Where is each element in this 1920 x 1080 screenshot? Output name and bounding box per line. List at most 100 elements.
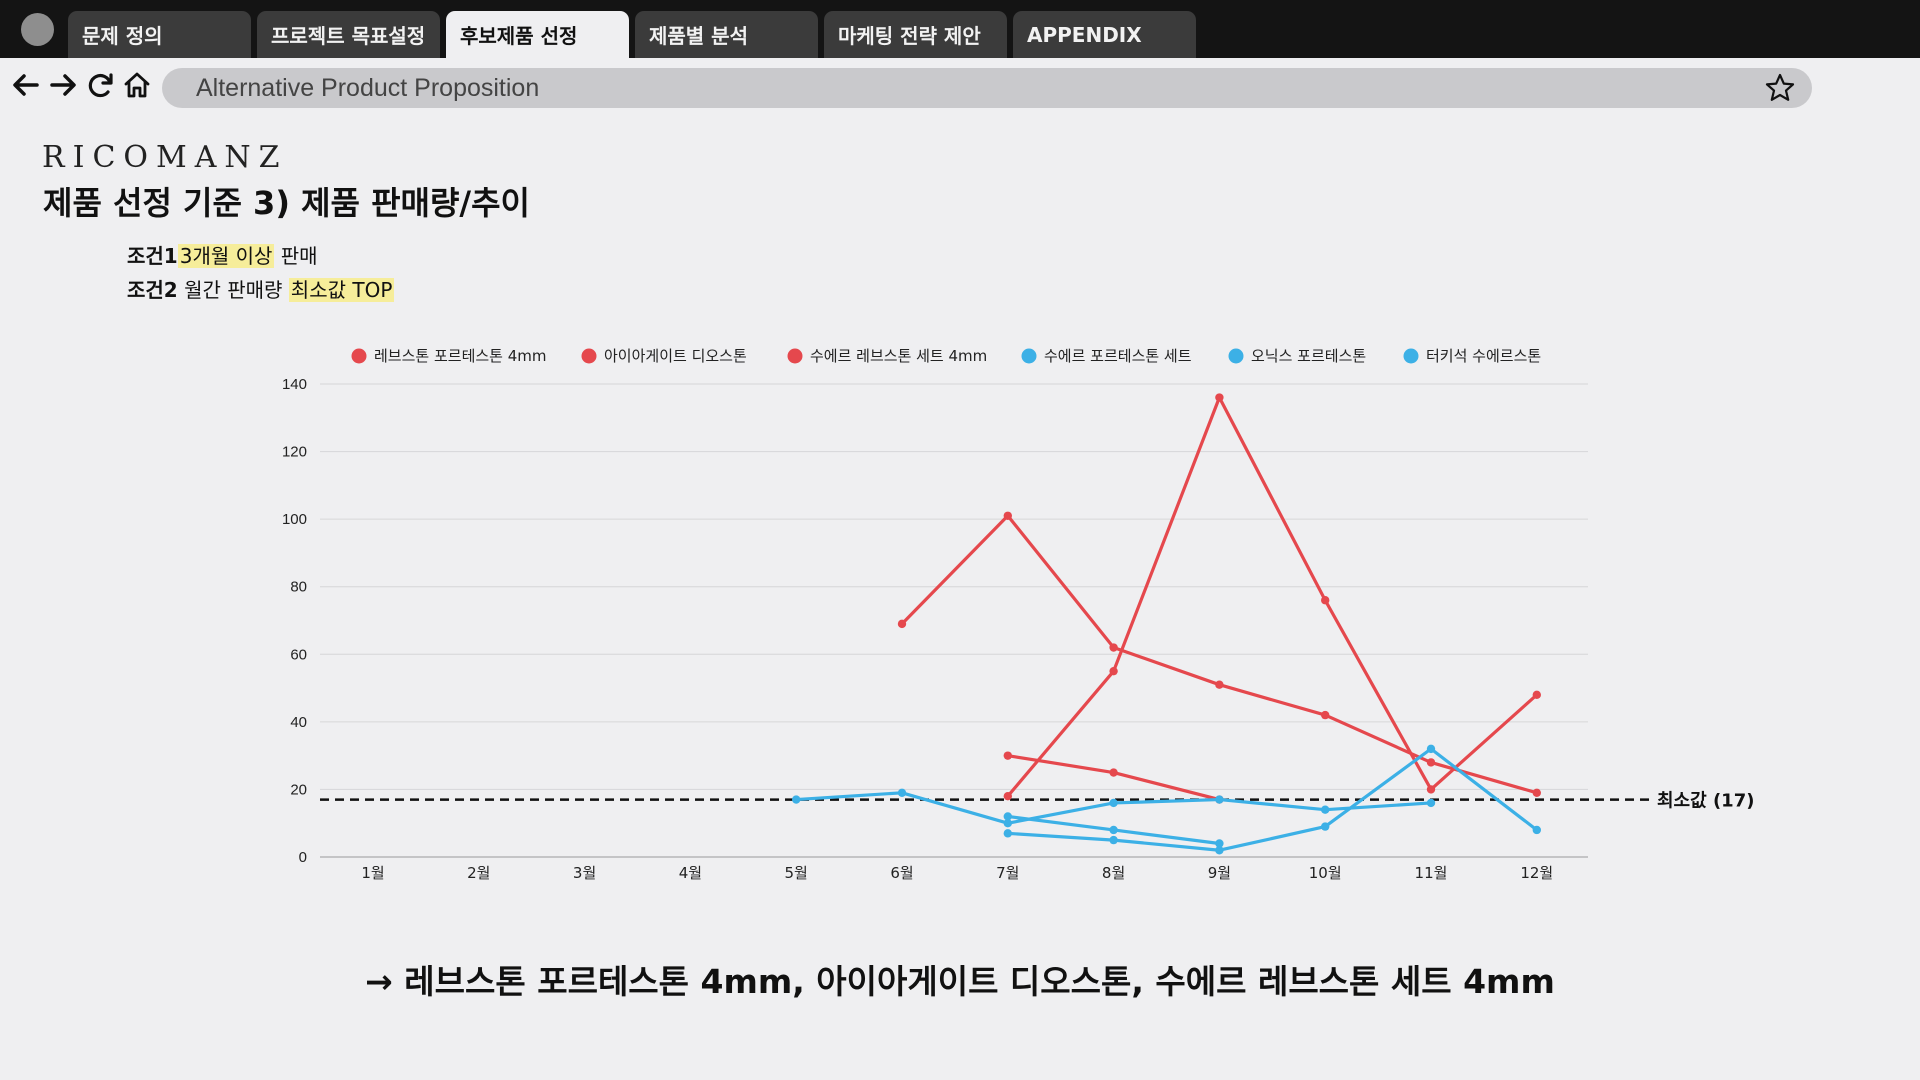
data-point: [1003, 791, 1012, 801]
data-point: [1321, 805, 1330, 814]
tab-marketing-strategy[interactable]: 마케팅 전략 제안: [824, 11, 1007, 58]
tab-product-analysis[interactable]: 제품별 분석: [635, 11, 818, 58]
x-tick-label: 10월: [1309, 864, 1342, 882]
data-point: [1003, 819, 1012, 828]
home-button[interactable]: [120, 68, 154, 102]
legend-label: 수에르 포르테스톤 세트: [1044, 347, 1192, 365]
tab-candidate-selection[interactable]: 후보제품 선정: [446, 11, 629, 58]
data-point: [1109, 835, 1118, 845]
data-point: [1426, 798, 1436, 808]
data-point: [1321, 822, 1330, 831]
legend-marker: [787, 348, 803, 364]
series-line: [1006, 395, 1538, 798]
legend-label: 오닉스 포르테스톤: [1251, 347, 1366, 365]
tab-project-goal[interactable]: 프로젝트 목표설정: [257, 11, 440, 58]
tab-label: 프로젝트 목표설정: [271, 24, 426, 48]
legend-label: 레브스톤 포르테스톤 4mm: [374, 347, 547, 365]
x-tick-label: 4월: [679, 864, 702, 882]
reload-icon: [88, 73, 113, 98]
data-point: [1109, 666, 1118, 676]
series-line: [1007, 747, 1538, 852]
data-point: [1215, 846, 1224, 855]
data-point: [1532, 690, 1542, 700]
x-tick-label: 6월: [890, 864, 913, 882]
data-point: [1215, 393, 1224, 402]
legend-marker: [1228, 348, 1244, 364]
tab-label: APPENDIX: [1027, 22, 1142, 47]
browser-tab-bar: 문제 정의 프로젝트 목표설정 후보제품 선정 제품별 분석 마케팅 전략 제안…: [0, 0, 1920, 58]
x-tick-label: 12월: [1520, 864, 1553, 882]
back-arrow-icon: [13, 74, 39, 96]
navigation-bar: Alternative Product Proposition: [0, 58, 1920, 116]
y-tick-label: 100: [282, 511, 307, 528]
x-tick-label: 7월: [996, 864, 1019, 882]
legend-marker: [1021, 348, 1037, 364]
condition-label: 조건2: [127, 278, 178, 302]
data-point: [1321, 710, 1330, 720]
tab-label: 제품별 분석: [649, 24, 748, 48]
data-point: [897, 619, 907, 629]
data-point: [1003, 829, 1012, 838]
y-tick-label: 140: [282, 376, 307, 393]
y-tick-label: 0: [299, 849, 307, 866]
legend-label: 수에르 레브스톤 세트 4mm: [810, 347, 987, 365]
x-tick-label: 1월: [361, 864, 384, 882]
brand-logo: RICOMANZ: [42, 140, 288, 175]
data-point: [1003, 751, 1012, 760]
series-line: [1007, 754, 1220, 802]
x-tick-label: 8월: [1102, 864, 1125, 882]
condition-label: 조건1: [127, 244, 178, 268]
condition-2: 조건2 월간 판매량 최소값 TOP: [127, 274, 395, 303]
condition-highlight: 최소값 TOP: [288, 278, 395, 302]
y-tick-label: 120: [282, 444, 307, 461]
x-tick-label: 9월: [1208, 864, 1231, 882]
data-point: [1426, 785, 1436, 794]
condition-1: 조건1 3개월 이상 판매: [127, 240, 318, 269]
data-point: [1426, 744, 1436, 754]
address-text: Alternative Product Proposition: [196, 73, 540, 102]
star-icon[interactable]: [1764, 72, 1796, 104]
data-point: [1003, 511, 1012, 520]
data-point: [1532, 788, 1542, 798]
home-icon: [124, 72, 150, 98]
tab-label: 마케팅 전략 제안: [838, 24, 981, 48]
y-tick-label: 80: [290, 579, 307, 596]
address-bar[interactable]: Alternative Product Proposition: [162, 68, 1812, 108]
page-title: 제품 선정 기준 3) 제품 판매량/추이: [43, 184, 531, 222]
data-point: [1215, 680, 1224, 689]
forward-button[interactable]: [46, 68, 80, 102]
window-control-dot[interactable]: [21, 13, 54, 46]
data-point: [1109, 825, 1118, 835]
data-point: [1426, 758, 1436, 767]
data-point: [1321, 596, 1330, 605]
tab-label: 후보제품 선정: [460, 24, 578, 48]
y-tick-label: 60: [290, 646, 307, 663]
condition-highlight: 3개월 이상: [177, 244, 275, 268]
reload-button[interactable]: [84, 68, 118, 102]
y-tick-label: 40: [290, 714, 307, 731]
data-point: [897, 788, 907, 798]
condition-text: 월간 판매량: [177, 278, 289, 302]
legend-marker: [351, 348, 367, 364]
condition-text: 판매: [274, 244, 318, 268]
conclusion-text: → 레브스톤 포르테스톤 4mm, 아이아게이트 디오스톤, 수에르 레브스톤 …: [365, 962, 1555, 1001]
x-tick-label: 11월: [1415, 864, 1448, 882]
data-point: [1215, 795, 1224, 804]
x-tick-label: 3월: [573, 864, 596, 882]
data-point: [1003, 812, 1012, 821]
tab-appendix[interactable]: APPENDIX: [1013, 11, 1196, 58]
reference-line-label: 최소값 (17): [1657, 791, 1754, 812]
legend-label: 아이아게이트 디오스톤: [604, 347, 747, 365]
legend-marker: [1403, 348, 1419, 364]
back-button[interactable]: [9, 68, 43, 102]
data-point: [1532, 825, 1542, 835]
tab-strip: 문제 정의 프로젝트 목표설정 후보제품 선정 제품별 분석 마케팅 전략 제안…: [68, 11, 1196, 58]
forward-arrow-icon: [50, 74, 76, 96]
y-tick-label: 20: [290, 781, 307, 798]
tab-label: 문제 정의: [82, 24, 163, 48]
tab-problem-definition[interactable]: 문제 정의: [68, 11, 251, 58]
x-tick-label: 5월: [785, 864, 808, 882]
data-point: [1109, 768, 1118, 777]
legend-marker: [581, 348, 597, 364]
